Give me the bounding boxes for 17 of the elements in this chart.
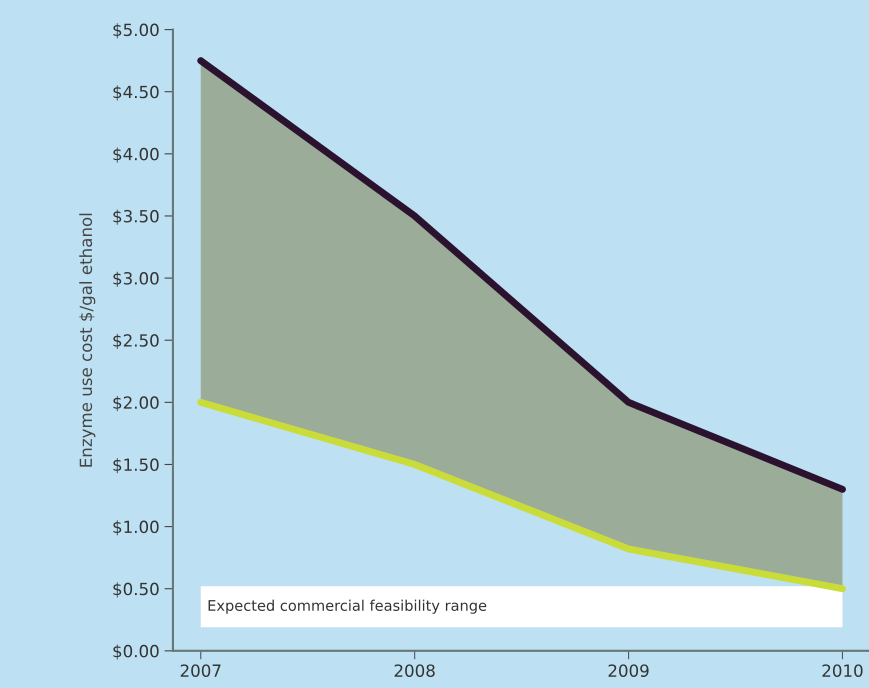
x-tick-label: 2009 — [608, 664, 649, 677]
y-axis-title: Enzyme use cost $/gal ethanol — [79, 214, 96, 467]
y-tick-label: $4.00 — [113, 148, 159, 163]
y-tick-label: $5.00 — [113, 23, 159, 38]
x-tick-label: 2010 — [822, 664, 863, 677]
y-tick-label: $0.00 — [113, 644, 159, 660]
x-tick-label: 2008 — [394, 664, 435, 677]
y-tick-label: $1.50 — [113, 458, 159, 474]
y-tick-label: $3.00 — [113, 272, 159, 287]
x-tick-label: 2007 — [180, 664, 221, 677]
y-tick-label: $3.50 — [113, 210, 159, 225]
y-tick-label: $2.00 — [113, 396, 159, 412]
y-tick-label: $4.50 — [113, 85, 159, 100]
y-tick-label: $1.00 — [113, 520, 159, 536]
y-tick-label: $0.50 — [113, 582, 159, 598]
y-tick-label: $2.50 — [113, 334, 159, 349]
band-label: Expected commercial feasibility range — [208, 600, 486, 614]
